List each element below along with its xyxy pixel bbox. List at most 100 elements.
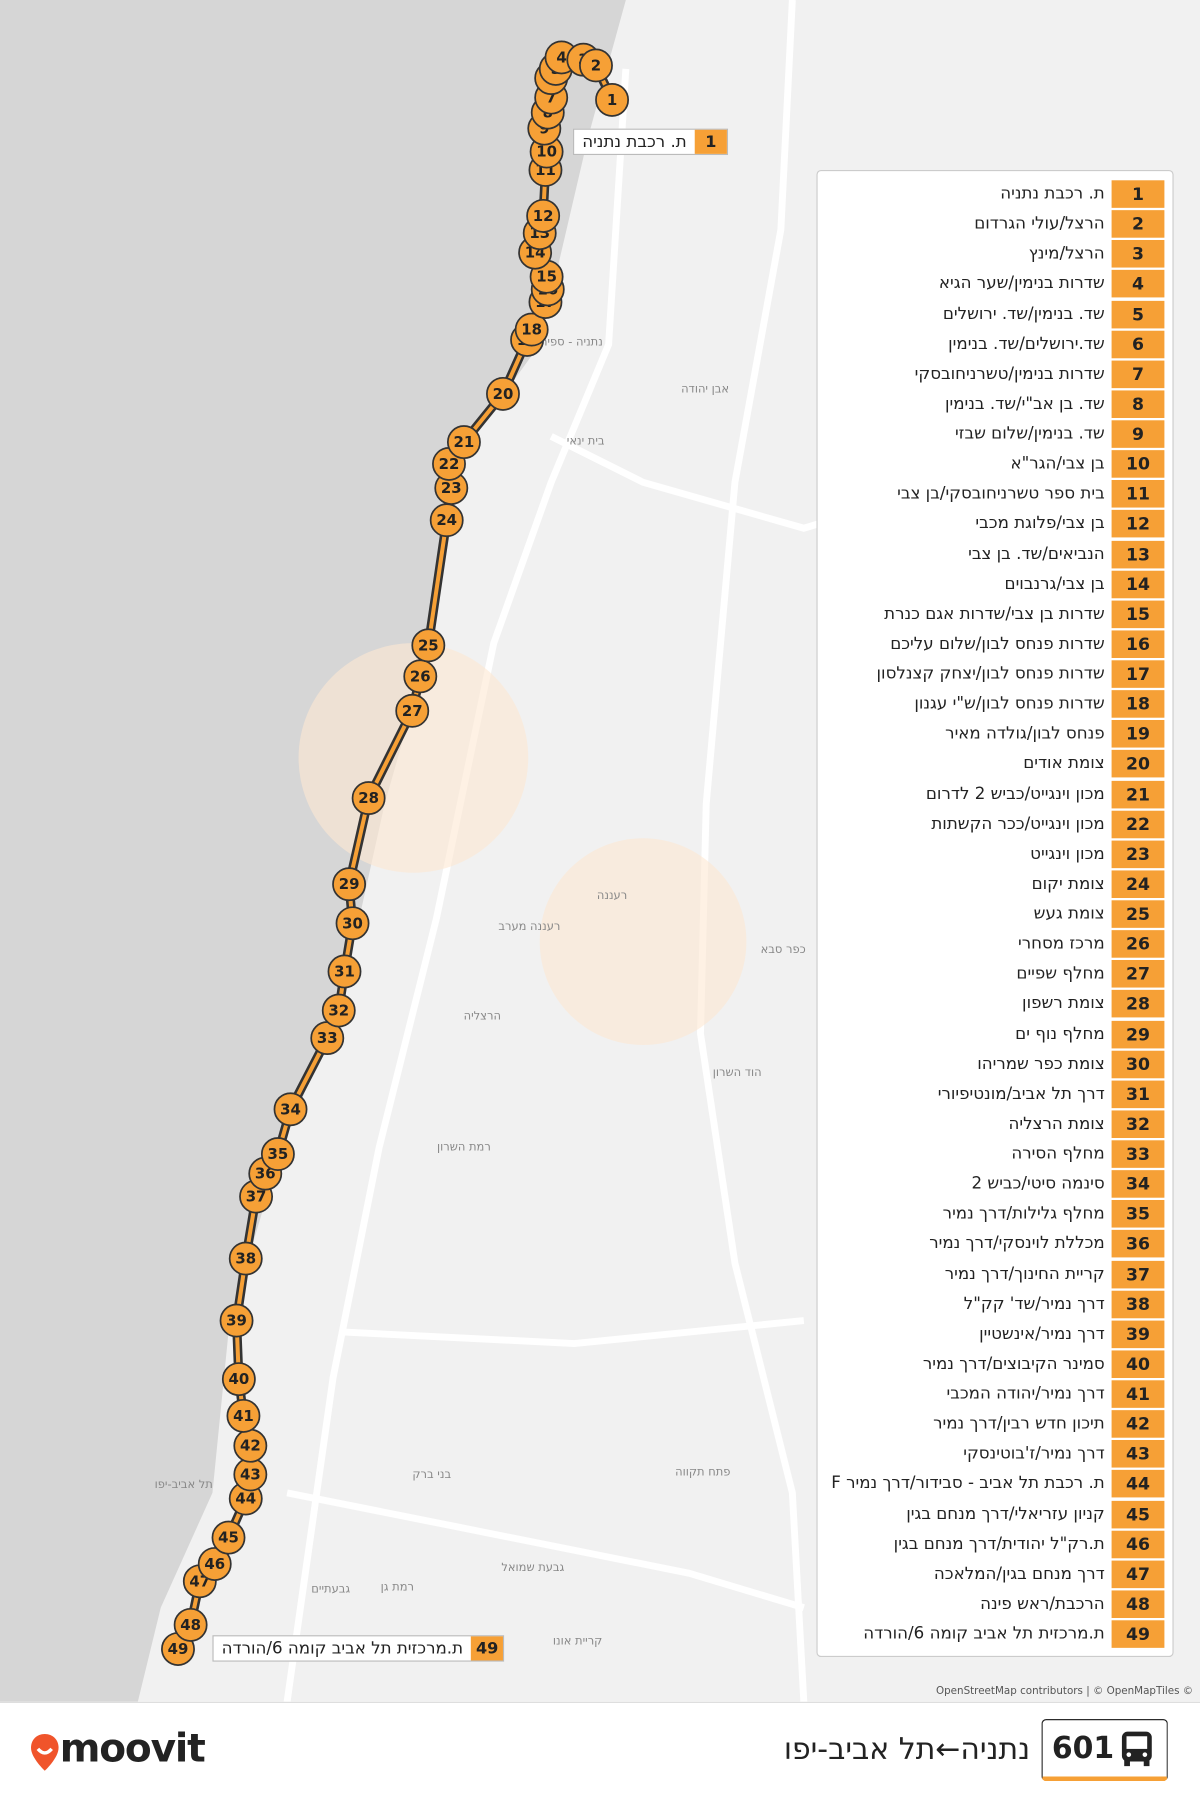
stop-number: 25	[1111, 900, 1165, 928]
stop-name: בן צבי/הגר"א	[1010, 454, 1105, 474]
stop-circle	[395, 693, 430, 728]
stop-marker: 2	[579, 48, 613, 83]
stop-row: 37 קריית החינוך/דרך נמיר	[827, 1260, 1165, 1288]
stop-row: 27 מחלף שפיים	[827, 960, 1165, 988]
stop-marker-number: 38	[235, 1250, 256, 1268]
stop-row: 32 צומת הרצליה	[827, 1110, 1165, 1138]
stop-marker: 28	[351, 781, 386, 816]
stop-name: פנחס לבון/גולדה מאיר	[945, 724, 1105, 744]
stop-name: דרך תל אביב/מונטיפיורי	[937, 1084, 1105, 1104]
callout-number: 49	[471, 1636, 504, 1661]
stop-number: 21	[1111, 780, 1165, 808]
stop-row: 33 מחלף הסירה	[827, 1140, 1165, 1168]
stop-name: מחלף הסירה	[1011, 1144, 1105, 1164]
place-label: רעננה	[597, 888, 627, 902]
brand-icon	[31, 1733, 59, 1771]
stop-marker: 29	[332, 867, 367, 902]
place-label: בני ברק	[412, 1467, 451, 1481]
stop-number: 32	[1111, 1110, 1165, 1138]
stop-name: דרך נמיר/ז'בוטינסקי	[963, 1444, 1105, 1464]
stop-number: 7	[1111, 360, 1165, 388]
stop-circle	[173, 1607, 208, 1642]
stop-number: 40	[1111, 1350, 1165, 1378]
stop-name: צומת רשפון	[1022, 994, 1105, 1014]
sea	[0, 0, 626, 1702]
stop-circle	[321, 993, 356, 1028]
stop-number: 24	[1111, 870, 1165, 898]
stop-marker-number: 43	[240, 1465, 261, 1483]
stop-name: שדרות בן צבי/שדרות אגם כנרת	[884, 604, 1105, 624]
stop-row: 30 צומת כפר שמריהו	[827, 1050, 1165, 1078]
stop-marker-number: 32	[328, 1002, 349, 1020]
stop-name: מכון וינגייט/ככר הקשתות	[931, 814, 1105, 834]
stop-name: קריית החינוך/דרך נמיר	[944, 1264, 1105, 1284]
stop-marker-number: 45	[218, 1529, 239, 1547]
stop-row: 5 שד. בנימין/שד. ירושלים	[827, 300, 1165, 328]
stop-name: דרך נמיר/יהודה המכבי	[946, 1384, 1105, 1404]
stop-row: 16 שדרות פנחס לבון/שלום עליכם	[827, 630, 1165, 658]
stop-marker: 30	[335, 906, 370, 941]
place-label: הרצליה	[464, 1009, 501, 1023]
stop-number: 48	[1111, 1590, 1165, 1618]
stop-marker-number: 42	[240, 1437, 261, 1455]
stop-marker-number: 27	[402, 702, 423, 720]
stop-row: 34 סינמה סיטי/כביש 2	[827, 1170, 1165, 1198]
footer: moovit נתניה←תל אביב-יפו 601	[0, 1701, 1200, 1801]
stop-row: 28 צומת רשפון	[827, 990, 1165, 1018]
stop-row: 24 צומת יקום	[827, 870, 1165, 898]
stop-row: 15 שדרות בן צבי/שדרות אגם כנרת	[827, 600, 1165, 628]
stop-marker-number: 12	[533, 207, 554, 225]
stop-number: 47	[1111, 1560, 1165, 1588]
stop-row: 14 בן צבי/גרנבוים	[827, 570, 1165, 598]
stop-marker-number: 31	[334, 962, 355, 980]
stop-circle	[351, 781, 386, 816]
stop-marker-number: 49	[168, 1640, 189, 1658]
stop-name: הרצל/מינץ	[1028, 244, 1105, 264]
stop-number: 29	[1111, 1020, 1165, 1048]
stop-number: 33	[1111, 1140, 1165, 1168]
stop-name: מכון וינגייט/כביש 2 לדרום	[925, 784, 1105, 804]
stop-name: צומת הרצליה	[1008, 1114, 1105, 1134]
stop-name: בית ספר טשרניחובסקי/בן צבי	[897, 484, 1105, 504]
stop-name: תיכון חדש רבין/דרך נמיר	[933, 1414, 1105, 1434]
stop-marker-number: 35	[268, 1145, 289, 1163]
place-label: פתח תקווה	[675, 1465, 730, 1479]
place-label: קריית אונו	[553, 1633, 602, 1647]
stop-row: 47 דרך מנחם בגין/המלאכה	[827, 1560, 1165, 1588]
stop-name: צומת יקום	[1031, 874, 1105, 894]
stop-marker: 31	[327, 954, 362, 989]
place-label: רעננה מערב	[498, 919, 560, 933]
stop-row: 18 שדרות פנחס לבון/ש"י עגנון	[827, 690, 1165, 718]
callout-number: 1	[694, 129, 727, 154]
stop-name: צומת כפר שמריהו	[977, 1054, 1105, 1074]
stop-number: 13	[1111, 540, 1165, 568]
stop-marker: 25	[411, 628, 446, 663]
stop-number: 43	[1111, 1440, 1165, 1468]
stop-marker-number: 23	[441, 479, 462, 497]
stop-name: דרך נמיר/שד' קק"ל	[963, 1294, 1105, 1314]
stop-number: 11	[1111, 480, 1165, 508]
stop-marker: 42	[233, 1428, 268, 1463]
callout-label: ת. רכבת נתניה	[582, 132, 687, 152]
stop-row: 41 דרך נמיר/יהודה המכבי	[827, 1380, 1165, 1408]
stop-row: 23 מכון וינגייט	[827, 840, 1165, 868]
stop-row: 46 ת.רק"ל יהודית/דרך מנחם בגין	[827, 1530, 1165, 1558]
stop-circle	[273, 1092, 308, 1127]
stop-row: 39 דרך נמיר/אינשטיין	[827, 1320, 1165, 1348]
stop-number: 3	[1111, 240, 1165, 268]
stop-row: 20 צומת אודים	[827, 750, 1165, 778]
stop-name: שד. בנימין/שד. ירושלים	[942, 304, 1105, 324]
stop-name: מחלף גלילות/דרך נמיר	[942, 1204, 1105, 1224]
stop-name: קניון עזריאלי/דרך מנחם בגין	[906, 1504, 1105, 1524]
stop-marker-number: 34	[280, 1100, 301, 1118]
stop-name: סינמה סיטי/כביש 2	[971, 1174, 1105, 1194]
stop-row: 4 שדרות בנימין/שער הגיא	[827, 270, 1165, 298]
stop-marker-number: 39	[226, 1312, 247, 1330]
place-label: תל אביב-יפו	[155, 1477, 213, 1491]
stop-circle	[446, 425, 481, 460]
bus-icon	[1121, 1731, 1152, 1767]
stop-row: 11 בית ספר טשרניחובסקי/בן צבי	[827, 480, 1165, 508]
stop-marker-number: 20	[493, 385, 514, 403]
stop-circle	[579, 48, 613, 83]
